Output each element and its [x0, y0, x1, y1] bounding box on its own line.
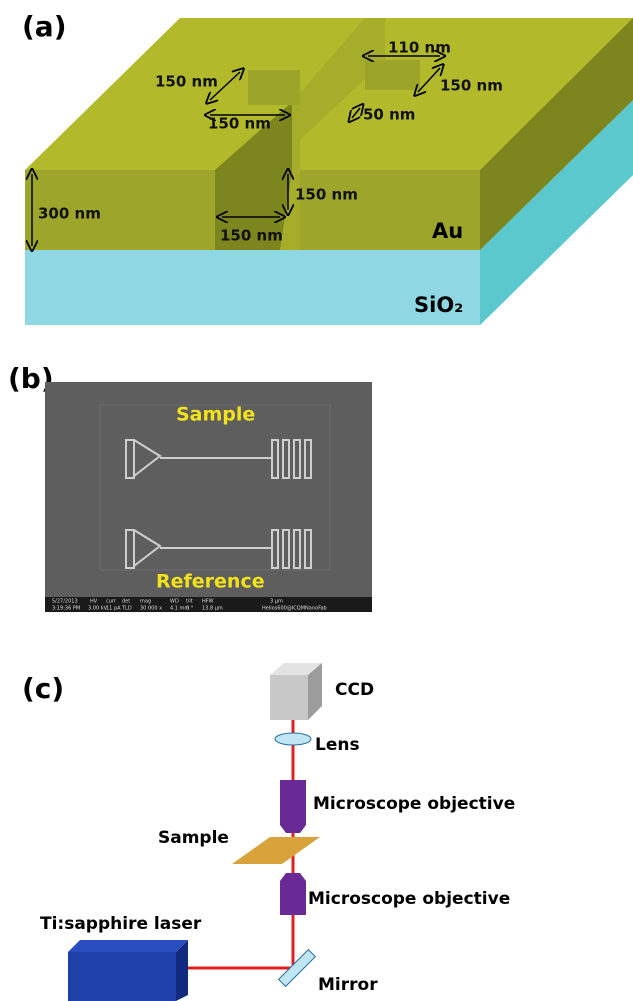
ccd-label: CCD	[335, 680, 374, 700]
sio2-side	[480, 100, 633, 325]
mirror	[277, 948, 317, 988]
info-text: 30 000 x	[140, 606, 162, 612]
objective-label: Microscope objective	[313, 794, 515, 814]
sio2-face	[25, 250, 480, 325]
info-text: HFW	[202, 599, 214, 605]
panel-label: (c)	[22, 672, 64, 705]
info-text: 3.00 kV	[88, 606, 108, 612]
info-text: 11 pA	[106, 606, 121, 612]
ccd-top	[270, 663, 322, 675]
block-right	[365, 60, 420, 90]
panel-c: (c) CCD Lens Microscope objective Sample…	[22, 663, 515, 1001]
trench-floor	[280, 18, 385, 250]
laser-top	[68, 940, 188, 952]
panel-a: (a) 150 nm 150 nm 110 nm 150 nm 50 nm 30…	[22, 10, 633, 325]
info-text: tilt	[186, 599, 193, 605]
lens-label: Lens	[315, 735, 360, 755]
laser-side	[176, 940, 188, 1001]
dim-arrow	[210, 72, 240, 100]
objective	[280, 873, 306, 915]
dim-label: 150 nm	[155, 73, 218, 91]
layer-label: Au	[432, 219, 463, 243]
info-text: Helios600@ICQMNanoFab	[262, 606, 327, 612]
sample	[232, 837, 320, 864]
info-text: WD	[170, 599, 179, 605]
block-left	[248, 70, 300, 105]
layer-label: SiO₂	[414, 293, 463, 317]
info-text: 0 °	[186, 606, 194, 612]
sem-label: Sample	[176, 404, 255, 426]
ccd-side	[308, 663, 322, 720]
info-text: TLD	[121, 606, 132, 612]
objective-label: Microscope objective	[308, 889, 510, 909]
info-text: 3 µm	[270, 599, 283, 605]
laser-label: Ti:sapphire laser	[40, 914, 202, 934]
au-side	[480, 18, 633, 250]
dim-label: 50 nm	[363, 106, 415, 124]
dim-label: 150 nm	[208, 115, 271, 133]
info-text: HV	[90, 599, 98, 605]
panel-label: (a)	[22, 10, 67, 43]
laser-front	[68, 952, 176, 1001]
antenna-sample	[125, 439, 312, 479]
info-text: det	[122, 599, 130, 605]
info-text: curr	[106, 599, 117, 605]
ccd-front	[270, 675, 308, 720]
info-text: mag	[140, 599, 151, 605]
mirror-label: Mirror	[318, 975, 378, 995]
dim-label: 300 nm	[38, 205, 101, 223]
dim-label: 150 nm	[295, 186, 358, 204]
info-text: 4.1 mm	[170, 606, 189, 612]
dim-label: 110 nm	[388, 39, 451, 57]
dim-arrow	[418, 68, 440, 92]
dim-arrow	[352, 108, 360, 118]
sem-frame	[99, 404, 331, 571]
lens	[274, 732, 312, 746]
dim-label: 150 nm	[220, 227, 283, 245]
sem-label: Reference	[156, 571, 265, 593]
info-text: 5/27/2013	[52, 599, 78, 605]
info-text: 13.8 µm	[202, 606, 223, 612]
antenna-reference	[125, 529, 312, 569]
dim-label: 150 nm	[440, 77, 503, 95]
sample-label: Sample	[158, 828, 229, 848]
objective	[280, 780, 306, 833]
info-bar	[45, 597, 372, 612]
info-text: 3:19:36 PM	[52, 606, 80, 612]
